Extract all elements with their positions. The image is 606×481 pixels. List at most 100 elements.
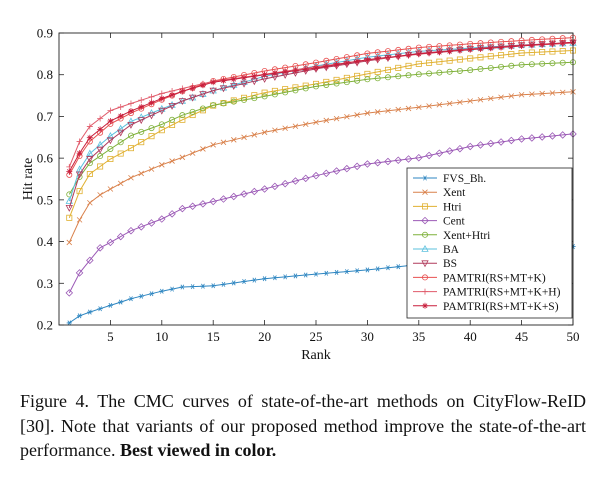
data-point — [251, 73, 258, 80]
data-point — [322, 169, 331, 178]
data-point — [169, 116, 176, 123]
data-point — [271, 87, 278, 94]
data-point — [261, 129, 268, 136]
y-tick-label: 0.3 — [37, 276, 53, 291]
data-point — [281, 179, 289, 188]
data-point — [301, 174, 310, 183]
data-point — [86, 149, 94, 157]
data-point — [282, 274, 288, 280]
data-point — [415, 50, 422, 57]
legend-swatch-marker — [421, 244, 429, 252]
data-point — [323, 81, 330, 88]
data-point — [86, 134, 93, 141]
data-point — [138, 170, 145, 177]
data-point — [518, 50, 525, 57]
data-point — [189, 108, 196, 115]
data-point — [159, 162, 165, 168]
data-point — [97, 192, 103, 198]
data-point — [548, 132, 557, 140]
data-point — [303, 272, 309, 278]
data-point — [147, 219, 156, 227]
data-point — [332, 167, 341, 175]
data-point — [127, 132, 134, 139]
data-point — [518, 42, 525, 49]
data-point — [87, 199, 93, 206]
data-point — [179, 116, 186, 123]
data-point — [497, 138, 505, 146]
data-point — [66, 320, 72, 326]
legend-entry: BS — [413, 258, 457, 270]
legend-label: Xent+Htri — [443, 230, 490, 242]
legend-entry: Xent — [413, 187, 466, 199]
data-point — [312, 171, 320, 180]
legend-entry: FVS_Bh. — [413, 173, 486, 185]
data-point — [539, 49, 546, 56]
data-point — [363, 160, 372, 168]
data-point — [498, 94, 504, 101]
data-point — [477, 66, 484, 73]
data-point — [261, 93, 268, 100]
data-point — [405, 72, 412, 79]
legend-entry: PAMTRI(RS+MT+K+H) — [413, 287, 561, 299]
data-point — [65, 204, 73, 212]
data-point — [559, 39, 566, 46]
data-point — [210, 79, 217, 86]
data-point — [364, 50, 371, 57]
data-point — [518, 61, 525, 68]
legend-swatch-marker — [421, 216, 429, 225]
data-point — [96, 244, 104, 252]
data-point — [220, 77, 227, 84]
data-point — [436, 43, 443, 50]
chart-svg: 5 10 15 20 25 30 35 40 45 50 0.2 0.3 0.4 0.5 0.6 0.7 0.8… — [21, 26, 580, 364]
data-point — [168, 102, 176, 110]
data-point — [384, 48, 391, 55]
x-tick-label: 15 — [207, 329, 220, 344]
data-point — [179, 88, 186, 95]
data-point — [343, 74, 350, 81]
data-point — [158, 107, 166, 115]
legend-label: Htri — [443, 201, 462, 213]
data-point — [189, 150, 196, 156]
data-point — [539, 60, 546, 67]
data-point — [219, 85, 228, 93]
data-point — [292, 87, 299, 94]
data-point — [138, 97, 145, 104]
data-point — [209, 197, 217, 206]
plot-frame — [58, 32, 574, 326]
data-point — [549, 40, 556, 47]
legend-label: PAMTRI(RS+MT+K+S) — [443, 301, 559, 313]
data-point — [436, 49, 443, 56]
data-point — [106, 131, 115, 139]
data-point — [118, 299, 124, 305]
data-point — [148, 93, 155, 100]
data-point — [138, 293, 144, 299]
data-point — [127, 108, 134, 115]
data-point — [158, 215, 166, 223]
data-point — [456, 56, 463, 63]
data-point — [343, 60, 350, 67]
legend-swatch-marker — [421, 274, 428, 281]
data-point — [558, 131, 567, 139]
data-point — [486, 139, 495, 148]
data-point — [344, 113, 350, 120]
data-point — [344, 269, 350, 275]
data-point — [179, 112, 186, 119]
data-point — [148, 291, 155, 297]
data-point — [199, 105, 206, 112]
data-point — [457, 99, 463, 106]
x-tick-label: 45 — [515, 329, 528, 344]
data-point — [292, 273, 299, 279]
data-point — [446, 42, 453, 49]
data-point — [538, 133, 546, 141]
data-point — [404, 155, 413, 163]
legend-entry: PAMTRI(RS+MT+K) — [413, 272, 546, 284]
data-point — [476, 141, 485, 149]
legend-swatch-marker — [422, 288, 428, 295]
data-point — [313, 119, 319, 126]
data-point — [148, 125, 155, 132]
data-point — [456, 67, 463, 74]
legend-label: FVS_Bh. — [443, 173, 486, 185]
data-point — [354, 52, 361, 59]
data-point — [159, 288, 165, 294]
data-point — [559, 89, 566, 96]
